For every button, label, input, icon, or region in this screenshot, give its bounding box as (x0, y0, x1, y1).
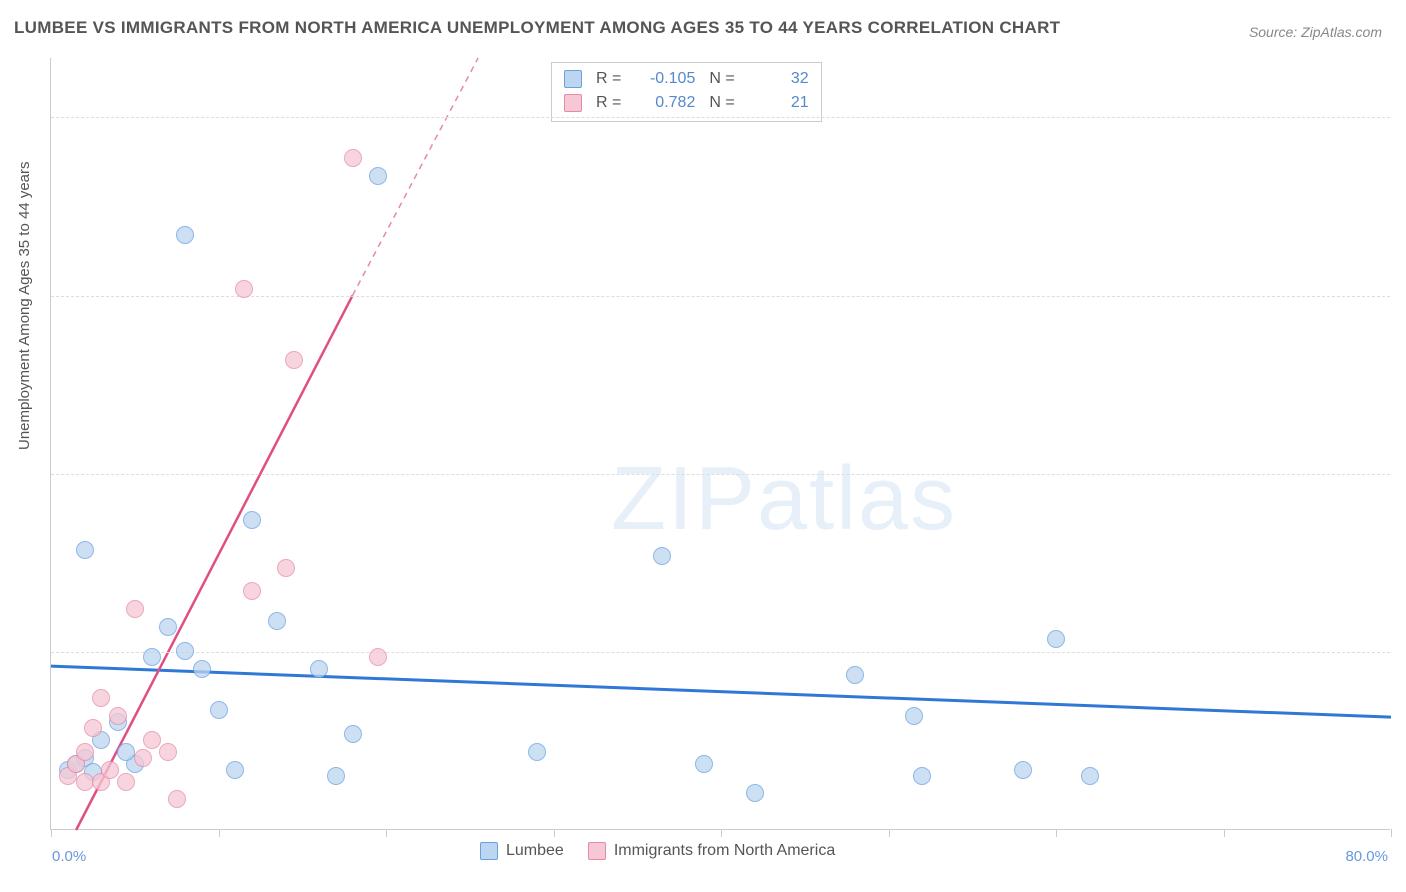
n-label: N = (709, 91, 734, 115)
data-point (101, 761, 119, 779)
data-point (159, 743, 177, 761)
data-point (243, 511, 261, 529)
data-point (117, 743, 135, 761)
data-point (76, 773, 94, 791)
gridline (51, 117, 1390, 118)
data-point (210, 701, 228, 719)
chart-title: LUMBEE VS IMMIGRANTS FROM NORTH AMERICA … (14, 18, 1060, 38)
gridline (51, 652, 1390, 653)
x-axis-min-label: 0.0% (52, 848, 86, 865)
data-point (143, 731, 161, 749)
data-point (176, 642, 194, 660)
data-point (746, 784, 764, 802)
y-axis-label: Unemployment Among Ages 35 to 44 years (16, 161, 33, 450)
x-tick (1391, 829, 1392, 837)
data-point (117, 773, 135, 791)
data-point (285, 351, 303, 369)
data-point (143, 648, 161, 666)
x-tick (889, 829, 890, 837)
legend-swatch-1 (564, 94, 582, 112)
x-tick (386, 829, 387, 837)
n-value-1: 21 (749, 91, 809, 115)
data-point (327, 767, 345, 785)
data-point (277, 559, 295, 577)
r-label: R = (596, 91, 621, 115)
data-point (109, 707, 127, 725)
legend-label-1: Immigrants from North America (614, 842, 835, 860)
data-point (134, 749, 152, 767)
x-tick (51, 829, 52, 837)
x-tick (554, 829, 555, 837)
data-point (226, 761, 244, 779)
legend-label-0: Lumbee (506, 842, 564, 860)
data-point (1047, 630, 1065, 648)
x-tick (219, 829, 220, 837)
x-tick (1056, 829, 1057, 837)
r-value-1: 0.782 (635, 91, 695, 115)
legend-item-1: Immigrants from North America (588, 842, 835, 860)
legend-swatch-0b (480, 842, 498, 860)
legend-row-0: R = -0.105 N = 32 (564, 67, 809, 91)
data-point (369, 167, 387, 185)
gridline (51, 296, 1390, 297)
data-point (268, 612, 286, 630)
data-point (176, 226, 194, 244)
data-point (369, 648, 387, 666)
data-point (695, 755, 713, 773)
data-point (310, 660, 328, 678)
trend-lines (51, 58, 1390, 829)
source-label: Source: ZipAtlas.com (1249, 24, 1382, 40)
data-point (1081, 767, 1099, 785)
data-point (243, 582, 261, 600)
data-point (913, 767, 931, 785)
n-value-0: 32 (749, 67, 809, 91)
data-point (193, 660, 211, 678)
x-axis-max-label: 80.0% (1345, 848, 1388, 865)
x-tick (1224, 829, 1225, 837)
plot-area: ZIPatlas R = -0.105 N = 32 R = 0.782 N =… (50, 58, 1390, 830)
data-point (159, 618, 177, 636)
legend-swatch-0 (564, 70, 582, 88)
legend-row-1: R = 0.782 N = 21 (564, 91, 809, 115)
correlation-legend: R = -0.105 N = 32 R = 0.782 N = 21 (551, 62, 822, 122)
data-point (653, 547, 671, 565)
data-point (905, 707, 923, 725)
n-label: N = (709, 67, 734, 91)
gridline (51, 474, 1390, 475)
data-point (846, 666, 864, 684)
legend-swatch-1b (588, 842, 606, 860)
data-point (344, 149, 362, 167)
r-value-0: -0.105 (635, 67, 695, 91)
data-point (84, 719, 102, 737)
data-point (76, 541, 94, 559)
data-point (92, 689, 110, 707)
data-point (344, 725, 362, 743)
series-legend: Lumbee Immigrants from North America (480, 842, 835, 860)
data-point (76, 743, 94, 761)
data-point (1014, 761, 1032, 779)
legend-item-0: Lumbee (480, 842, 564, 860)
r-label: R = (596, 67, 621, 91)
data-point (126, 600, 144, 618)
x-tick (721, 829, 722, 837)
data-point (528, 743, 546, 761)
data-point (235, 280, 253, 298)
data-point (168, 790, 186, 808)
